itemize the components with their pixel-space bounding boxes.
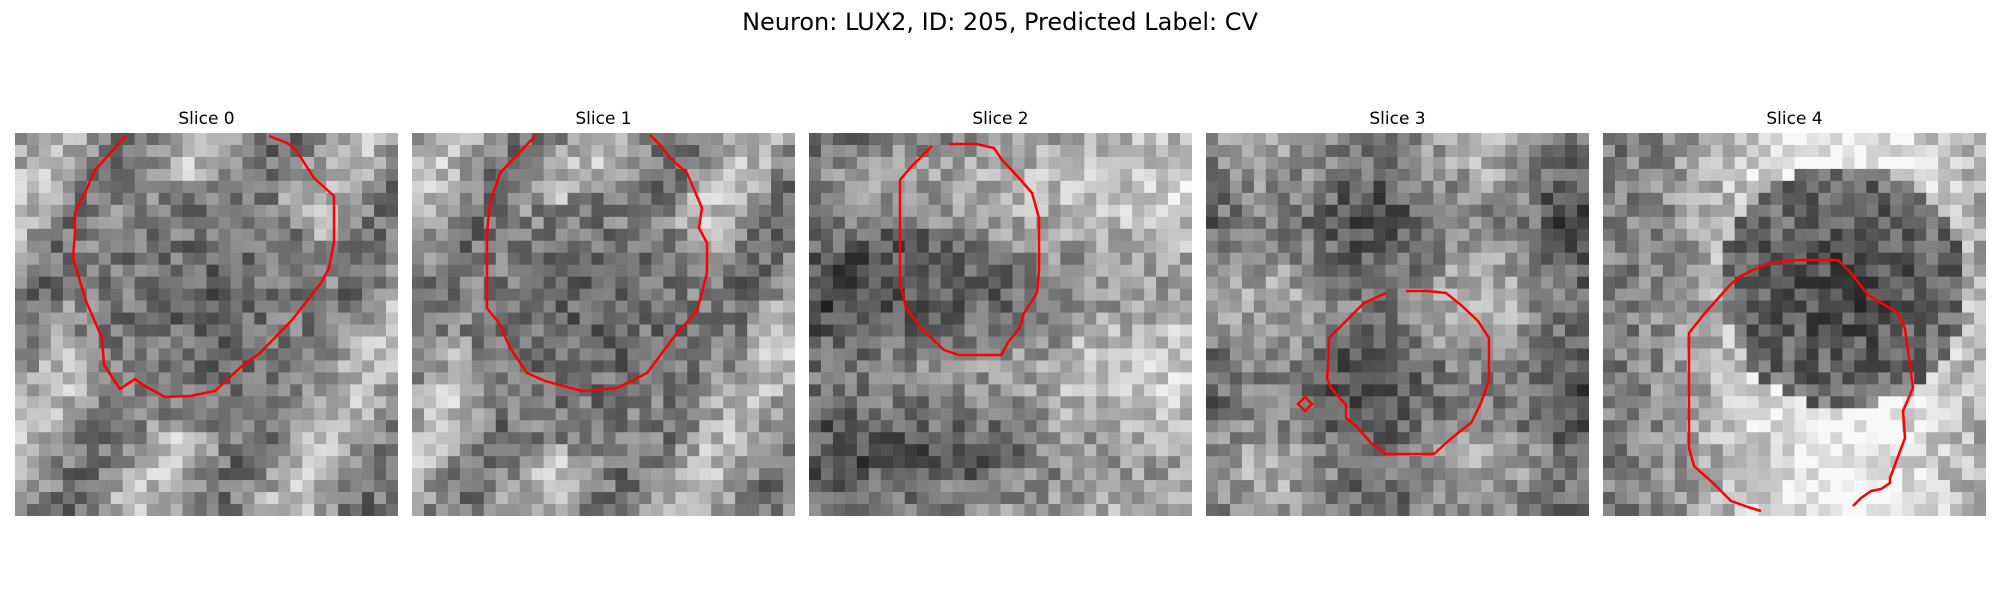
roi-contour-3: [1325, 289, 1491, 456]
roi-contour-1: [485, 134, 709, 393]
figure-title: Neuron: LUX2, ID: 205, Predicted Label: …: [742, 8, 1258, 36]
slice-panel-1: Slice 1: [412, 108, 795, 518]
roi-contour-0: [71, 134, 336, 399]
roi-contour-2: [898, 142, 1041, 357]
slice-title-0: Slice 0: [178, 109, 235, 129]
slice-image-3: [1206, 133, 1589, 516]
slice-panel-4: Slice 4: [1603, 108, 1986, 518]
roi-contour-4: [1687, 258, 1915, 513]
slice-panel-2: Slice 2: [809, 108, 1192, 518]
slice-title-4: Slice 4: [1766, 109, 1823, 129]
slice-image-2: [809, 133, 1192, 516]
slice-image-0: [15, 133, 398, 516]
slice-panel-0: Slice 0: [15, 108, 398, 518]
slice-image-4: [1603, 133, 1986, 516]
slice-title-3: Slice 3: [1369, 109, 1426, 129]
slice-title-1: Slice 1: [575, 109, 632, 129]
roi-contour-3-dot: [1296, 395, 1314, 413]
slice-title-2: Slice 2: [972, 109, 1029, 129]
slice-image-1: [412, 133, 795, 516]
slice-panel-3: Slice 3: [1206, 108, 1589, 518]
